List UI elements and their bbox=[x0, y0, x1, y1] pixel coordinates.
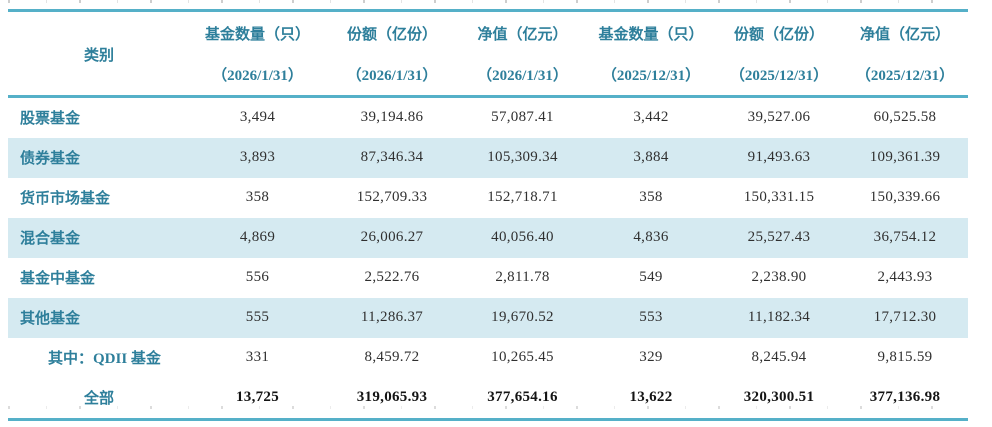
cell-value: 8,459.72 bbox=[364, 349, 420, 365]
cell-value: 2,811.78 bbox=[495, 269, 550, 285]
cell-value: 150,331.15 bbox=[743, 189, 815, 205]
clipped-text-artifact-bottom bbox=[8, 406, 968, 409]
table-row-money-market-funds: 货币市场基金 358 152,709.33 152,718.71 358 150… bbox=[8, 178, 968, 218]
cell-value: 3,893 bbox=[239, 149, 276, 165]
cell-value: 320,300.51 bbox=[743, 389, 815, 405]
table-row-fund-of-funds: 基金中基金 556 2,522.76 2,811.78 549 2,238.90… bbox=[8, 258, 968, 298]
column-title: 份额（亿份） bbox=[733, 27, 824, 43]
cell-value: 87,346.34 bbox=[360, 149, 424, 165]
cell-value: 3,884 bbox=[633, 149, 669, 165]
table-row-hybrid-funds: 混合基金 4,869 26,006.27 40,056.40 4,836 25,… bbox=[8, 217, 968, 258]
column-date: （2025/12/31） bbox=[601, 68, 701, 84]
cell-value: 11,286.37 bbox=[360, 309, 424, 325]
cell-value: 2,522.76 bbox=[364, 269, 420, 285]
cell-value: 150,339.66 bbox=[869, 189, 941, 205]
column-header-shares-2026: 份额（亿份） （2026/1/31） bbox=[325, 12, 459, 95]
column-date: （2026/1/31） bbox=[477, 68, 568, 84]
column-title: 份额（亿份） bbox=[346, 27, 437, 43]
cell-value: 2,238.90 bbox=[751, 269, 807, 285]
column-header-net-value-2025: 净值（亿元） （2025/12/31） bbox=[842, 12, 968, 95]
cell-value: 109,361.39 bbox=[869, 149, 941, 165]
column-title: 基金数量（只） bbox=[598, 27, 704, 43]
column-date: （2025/12/31） bbox=[729, 68, 829, 84]
cell-value: 319,065.93 bbox=[356, 389, 428, 405]
row-category-label: 全部 bbox=[83, 391, 114, 407]
cell-value: 152,709.33 bbox=[356, 189, 428, 205]
cell-value: 8,245.94 bbox=[751, 349, 807, 365]
column-header-shares-2025: 份额（亿份） （2025/12/31） bbox=[716, 12, 842, 95]
cell-value: 4,836 bbox=[633, 229, 669, 245]
cell-value: 36,754.12 bbox=[873, 229, 937, 245]
cell-value: 40,056.40 bbox=[491, 229, 554, 245]
clipped-text-artifact-top bbox=[8, 0, 968, 3]
cell-value: 26,006.27 bbox=[360, 229, 424, 245]
cell-value: 549 bbox=[639, 269, 663, 285]
column-header-category: 类别 bbox=[8, 12, 190, 95]
cell-value: 4,869 bbox=[239, 229, 276, 245]
column-title: 净值（亿元） bbox=[477, 27, 568, 43]
category-header-label: 类别 bbox=[83, 47, 114, 64]
cell-value: 13,725 bbox=[235, 389, 280, 405]
cell-value: 105,309.34 bbox=[487, 149, 558, 165]
table-top-rule bbox=[8, 9, 968, 12]
row-category-label: 债券基金 bbox=[20, 151, 81, 167]
column-header-net-value-2026: 净值（亿元） （2026/1/31） bbox=[459, 12, 586, 95]
cell-value: 57,087.41 bbox=[491, 109, 554, 125]
header-divider-rule bbox=[8, 95, 968, 98]
cell-value: 39,527.06 bbox=[747, 109, 811, 125]
row-category-label: 货币市场基金 bbox=[20, 191, 111, 207]
cell-value: 17,712.30 bbox=[873, 309, 937, 325]
cell-value: 19,670.52 bbox=[491, 309, 554, 325]
table-row-stock-funds: 股票基金 3,494 39,194.86 57,087.41 3,442 39,… bbox=[8, 98, 968, 138]
column-date: （2026/1/31） bbox=[346, 68, 438, 84]
cell-value: 377,136.98 bbox=[869, 389, 941, 405]
column-header-fund-count-2025: 基金数量（只） （2025/12/31） bbox=[586, 12, 716, 95]
cell-value: 556 bbox=[245, 269, 270, 285]
row-category-label: 基金中基金 bbox=[20, 271, 96, 287]
cell-value: 39,194.86 bbox=[360, 109, 424, 125]
table-row-bond-funds: 债券基金 3,893 87,346.34 105,309.34 3,884 91… bbox=[8, 137, 968, 178]
cell-value: 3,442 bbox=[633, 109, 669, 125]
cell-value: 13,622 bbox=[629, 389, 673, 405]
cell-value: 555 bbox=[245, 309, 270, 325]
cell-value: 10,265.45 bbox=[491, 349, 554, 365]
cell-value: 3,494 bbox=[239, 109, 276, 125]
cell-value: 553 bbox=[639, 309, 663, 325]
cell-value: 25,527.43 bbox=[747, 229, 811, 245]
row-category-label: 其他基金 bbox=[20, 311, 81, 327]
cell-value: 358 bbox=[245, 189, 270, 205]
cell-value: 331 bbox=[245, 349, 270, 365]
column-title: 基金数量（只） bbox=[204, 27, 310, 43]
table-bottom-rule bbox=[8, 417, 968, 421]
cell-value: 11,182.34 bbox=[747, 309, 811, 325]
row-category-label: 其中：QDII 基金 bbox=[48, 351, 161, 367]
row-category-label: 混合基金 bbox=[20, 231, 81, 247]
cell-value: 377,654.16 bbox=[487, 389, 558, 405]
cell-value: 91,493.63 bbox=[747, 149, 811, 165]
table-row-qdii-funds: 其中：QDII 基金 331 8,459.72 10,265.45 329 8,… bbox=[8, 338, 968, 378]
cell-value: 2,443.93 bbox=[877, 269, 933, 285]
cell-value: 152,718.71 bbox=[487, 189, 558, 205]
table-header-row: 类别 基金数量（只） （2026/1/31） 份额（亿份） （2026/1/31… bbox=[8, 12, 968, 95]
cell-value: 358 bbox=[639, 189, 663, 205]
column-date: （2025/12/31） bbox=[855, 68, 955, 84]
column-date: （2026/1/31） bbox=[212, 68, 303, 84]
cell-value: 9,815.59 bbox=[877, 349, 933, 365]
column-title: 净值（亿元） bbox=[859, 27, 950, 43]
cell-value: 60,525.58 bbox=[873, 109, 937, 125]
cell-value: 329 bbox=[639, 349, 663, 365]
column-header-fund-count-2026: 基金数量（只） （2026/1/31） bbox=[190, 12, 325, 95]
row-category-label: 股票基金 bbox=[20, 111, 81, 127]
table-row-other-funds: 其他基金 555 11,286.37 19,670.52 553 11,182.… bbox=[8, 297, 968, 338]
table-row-total: 全部 13,725 319,065.93 377,654.16 13,622 3… bbox=[8, 378, 968, 418]
fund-statistics-table: 类别 基金数量（只） （2026/1/31） 份额（亿份） （2026/1/31… bbox=[8, 9, 968, 421]
